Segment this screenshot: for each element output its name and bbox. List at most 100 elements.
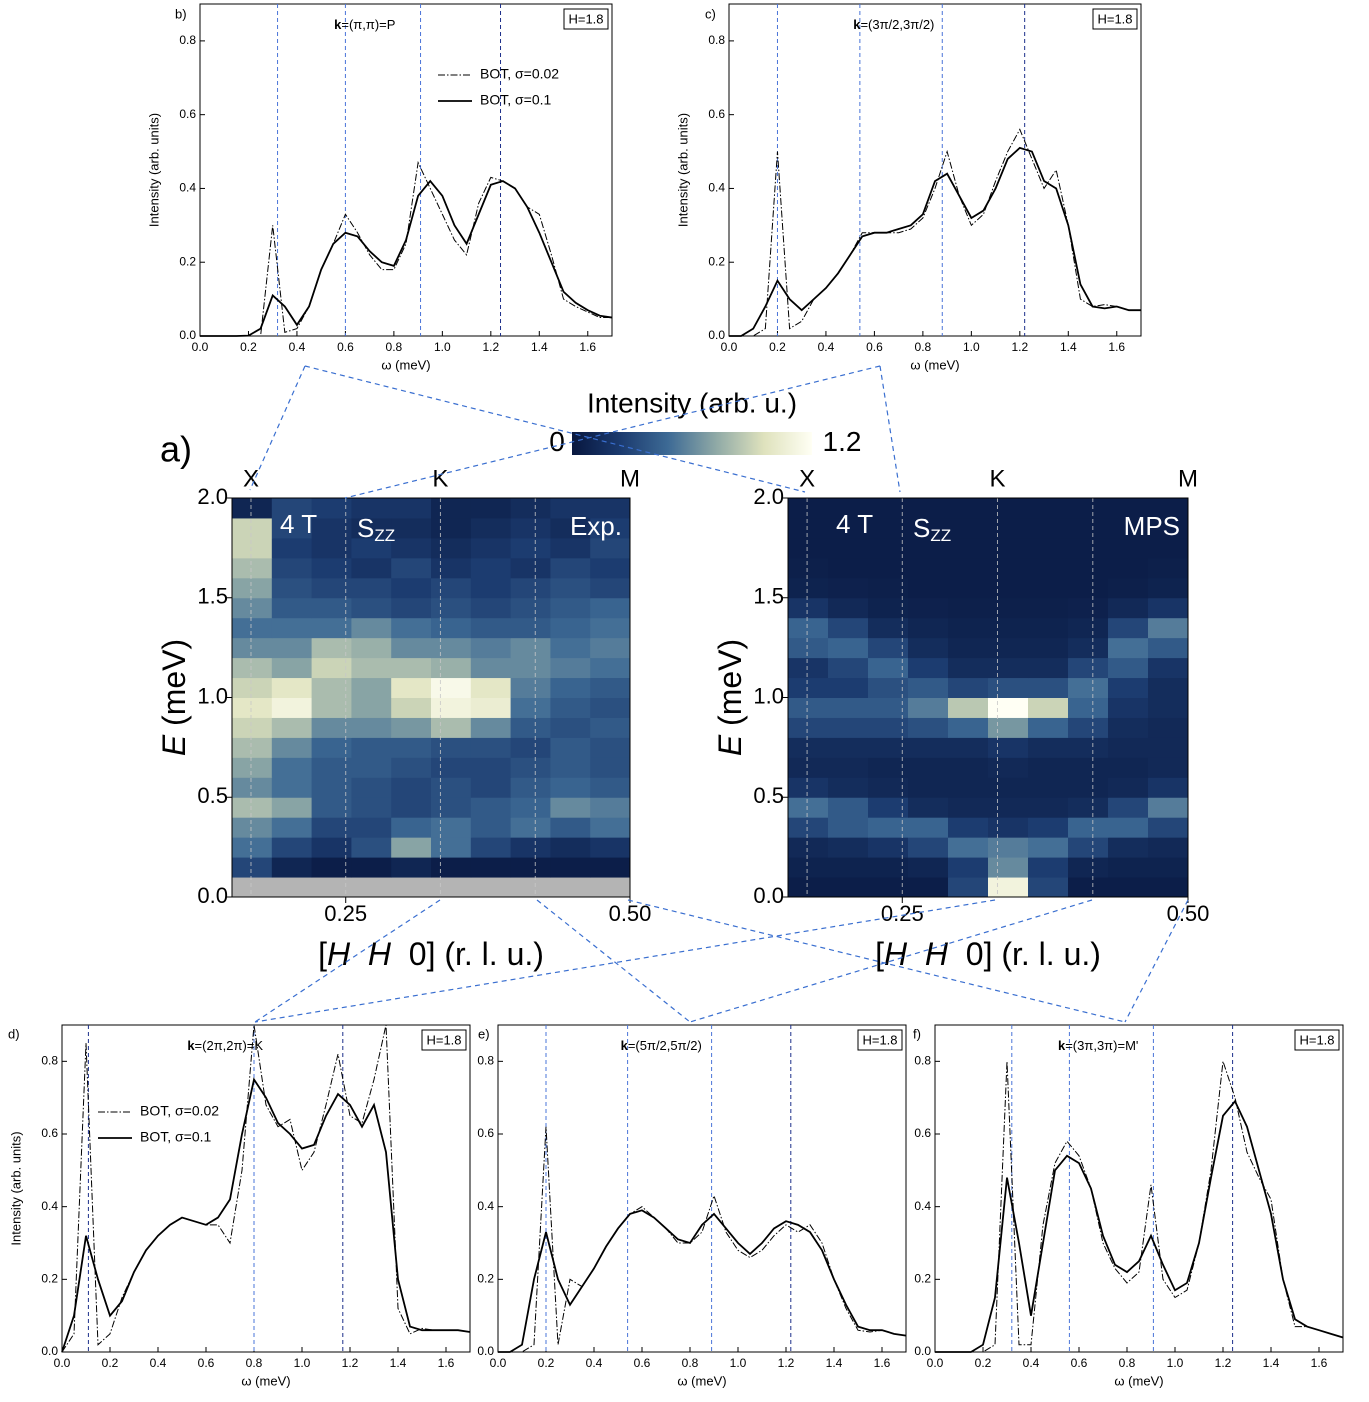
heatmap-cell bbox=[988, 498, 1029, 519]
heatmap-cell bbox=[271, 577, 313, 599]
heatmap-cell bbox=[828, 657, 869, 679]
series-line bbox=[498, 1126, 907, 1353]
x-tick-label: 1.0 bbox=[434, 340, 451, 354]
heatmap-cell bbox=[908, 498, 949, 519]
heatmap-cell bbox=[271, 837, 313, 858]
heatmap-cell bbox=[590, 617, 631, 639]
legend-label: BOT, σ=0.02 bbox=[480, 66, 559, 82]
heatmap-cell bbox=[351, 857, 392, 878]
heatmap-cell bbox=[788, 498, 829, 519]
annotation: k=(5π/2,5π/2) bbox=[621, 1038, 702, 1053]
heatmap-cell bbox=[271, 617, 313, 639]
heatmap-cell bbox=[470, 777, 512, 798]
x-tick-label: 1.6 bbox=[438, 1356, 455, 1370]
annotation: k=(2π,2π)=K bbox=[187, 1038, 263, 1053]
no-data-cell bbox=[391, 877, 432, 898]
x-tick-label: 1.2 bbox=[1215, 1356, 1232, 1370]
x-tick-label: 1.6 bbox=[579, 340, 596, 354]
heatmap-cell bbox=[1108, 797, 1149, 818]
heatmap-cell bbox=[391, 857, 432, 878]
heatmap-cell bbox=[1028, 757, 1069, 778]
heatmap-cell bbox=[351, 637, 392, 659]
heatmap-cell bbox=[311, 577, 352, 599]
colorbar-tick-label: 0 bbox=[549, 426, 565, 457]
heatmap-cell bbox=[391, 837, 432, 858]
x-tick-label: 1.4 bbox=[826, 1356, 843, 1370]
heatmap-cell bbox=[1148, 837, 1189, 858]
x-tick-label: 1.4 bbox=[1060, 340, 1077, 354]
heatmap-cell bbox=[828, 537, 869, 559]
heatmap-cell bbox=[470, 797, 512, 818]
series-line bbox=[61, 1024, 471, 1353]
heatmap-cell bbox=[988, 717, 1029, 738]
heatmap-cell bbox=[828, 877, 869, 898]
heatmap-cell bbox=[868, 737, 909, 758]
heatmap-cell bbox=[948, 697, 989, 718]
heatmap-cell bbox=[988, 677, 1029, 698]
y-tick-label: 1.5 bbox=[753, 584, 784, 609]
heatmap-cell bbox=[1148, 877, 1189, 898]
x-tick-label: 1.6 bbox=[1108, 340, 1125, 354]
annotation-part: k bbox=[1058, 1038, 1066, 1053]
heatmap-cell bbox=[1108, 837, 1149, 858]
heatmap-cell bbox=[590, 577, 631, 599]
heatmap-cell bbox=[311, 637, 352, 659]
heatmap-cell bbox=[351, 817, 392, 838]
heatmap-cell bbox=[948, 677, 989, 698]
heatmap-cell bbox=[510, 517, 551, 539]
heatmap-cell bbox=[788, 657, 829, 679]
heatmap-cell bbox=[948, 637, 989, 659]
heatmap-cell bbox=[311, 777, 352, 798]
operator-label: SZZ bbox=[357, 513, 395, 546]
y-tick-label: 0.8 bbox=[179, 33, 196, 47]
heatmap-cell bbox=[908, 537, 949, 559]
heatmap-cell bbox=[271, 498, 313, 519]
heatmap-cell bbox=[1028, 877, 1069, 898]
source-label: Exp. bbox=[570, 511, 622, 541]
y-tick-label: 0.6 bbox=[708, 107, 725, 121]
field-label: H=1.8 bbox=[1299, 1032, 1334, 1047]
heatmap-cell bbox=[311, 857, 352, 878]
heatmap-cell bbox=[948, 617, 989, 639]
annotation-part: =(5π/2,5π/2) bbox=[628, 1038, 702, 1053]
heatmap-cell bbox=[470, 577, 512, 599]
heatmap-cell bbox=[948, 837, 989, 858]
x-axis-label: ω (meV) bbox=[381, 357, 430, 372]
heatmap-cell bbox=[1108, 498, 1149, 519]
x-tick-label: 0.2 bbox=[538, 1356, 555, 1370]
heatmap-cell bbox=[271, 657, 313, 679]
heatmap-cell bbox=[788, 877, 829, 898]
heatmap-cell bbox=[788, 577, 829, 599]
y-axis-label: E (meV) bbox=[712, 639, 748, 756]
heatmap-cell bbox=[232, 537, 273, 559]
heatmap-cell bbox=[351, 537, 392, 559]
heatmap-cell bbox=[510, 617, 551, 639]
heatmap-cell bbox=[351, 757, 392, 778]
heatmap-cell bbox=[988, 777, 1029, 798]
x-tick-label: 0.8 bbox=[682, 1356, 699, 1370]
heatmap-cell bbox=[788, 757, 829, 778]
heatmap-cell bbox=[948, 757, 989, 778]
heatmap-cell bbox=[550, 777, 591, 798]
heatmap-cell bbox=[311, 717, 352, 738]
y-tick-label: 0.8 bbox=[708, 33, 725, 47]
y-tick-label: 0.0 bbox=[753, 883, 784, 908]
heatmap-cell bbox=[828, 498, 869, 519]
series-line bbox=[729, 146, 1141, 337]
heatmap-cell bbox=[828, 717, 869, 738]
y-tick-label: 0.8 bbox=[477, 1054, 494, 1068]
annotation: k=(3π/2,3π/2) bbox=[853, 17, 934, 32]
panel-label: a) bbox=[160, 429, 192, 470]
heatmap-cell bbox=[1108, 757, 1149, 778]
heatmap-cell bbox=[948, 797, 989, 818]
x-tick-label: 0.2 bbox=[975, 1356, 992, 1370]
heatmap-cell bbox=[908, 877, 949, 898]
heatmap-cell bbox=[431, 617, 472, 639]
heatmap-cell bbox=[1108, 517, 1149, 539]
heatmap-cell bbox=[1028, 537, 1069, 559]
heatmap-cell bbox=[351, 777, 392, 798]
no-data-cell bbox=[232, 877, 273, 898]
heatmap-cell bbox=[1028, 637, 1069, 659]
y-tick-label: 0.2 bbox=[708, 254, 725, 268]
